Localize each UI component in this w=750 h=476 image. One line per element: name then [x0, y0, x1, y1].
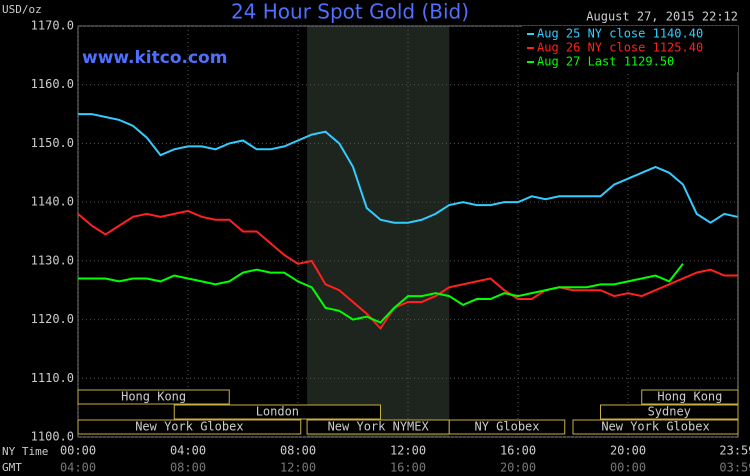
x2-tick-label: 08:00 [170, 461, 206, 475]
y-tick-label: 1170.0 [31, 19, 74, 33]
y-tick-label: 1100.0 [31, 430, 74, 444]
y-tick-label: 1160.0 [31, 77, 74, 91]
chart-title: 24 Hour Spot Gold (Bid) [231, 0, 469, 24]
session-box [173, 404, 381, 420]
x-tick-label: 20:00 [610, 444, 646, 458]
y-tick-label: 1120.0 [31, 312, 74, 326]
x-axis-label: NY Time [2, 445, 48, 458]
x2-tick-label: 00:00 [610, 461, 646, 475]
session-box [641, 389, 739, 405]
y-tick-label: 1150.0 [31, 136, 74, 150]
x2-tick-label: 12:00 [280, 461, 316, 475]
highlight-band [307, 26, 450, 437]
legend-box [522, 26, 738, 72]
x-tick-label: 12:00 [390, 444, 426, 458]
y-tick-label: 1140.0 [31, 195, 74, 209]
y-axis-label: USD/oz [2, 3, 42, 16]
session-label: London [256, 405, 299, 419]
y-tick-label: 1130.0 [31, 253, 74, 267]
legend-entry: Aug 25 NY close 1140.40 [537, 27, 703, 41]
session-box [572, 419, 739, 435]
series-line [78, 113, 738, 224]
watermark: www.kitco.com [82, 48, 227, 68]
session-label: Hong Kong [657, 390, 722, 404]
session-box [77, 419, 302, 435]
session-box [448, 419, 566, 435]
series-line [78, 263, 684, 324]
series-line [77, 209, 738, 330]
session-label: New York Globex [135, 420, 243, 434]
x-tick-label: 00:00 [60, 444, 96, 458]
legend-entry: Aug 27 Last 1129.50 [537, 55, 674, 69]
x-tick-label: 23:59 [719, 444, 750, 458]
x2-tick-label: 04:00 [60, 461, 96, 475]
x2-tick-label: 20:00 [500, 461, 536, 475]
session-label: New York Globex [601, 420, 709, 434]
x-tick-label: 08:00 [280, 444, 316, 458]
timestamp: August 27, 2015 22:12 [586, 10, 738, 24]
session-label: Sydney [648, 405, 691, 419]
session-label: NY Globex [474, 420, 539, 434]
x2-axis-label: GMT [2, 461, 22, 474]
y-tick-label: 1110.0 [31, 371, 74, 385]
session-label: Hong Kong [121, 390, 186, 404]
x-tick-label: 16:00 [500, 444, 536, 458]
session-box [77, 389, 230, 405]
session-label: New York NYMEX [328, 420, 430, 434]
x2-tick-label: 16:00 [390, 461, 426, 475]
x2-tick-label: 03:59 [719, 461, 750, 475]
session-box [600, 404, 739, 420]
legend-entry: Aug 26 NY close 1125.40 [537, 41, 703, 55]
x-tick-label: 04:00 [170, 444, 206, 458]
